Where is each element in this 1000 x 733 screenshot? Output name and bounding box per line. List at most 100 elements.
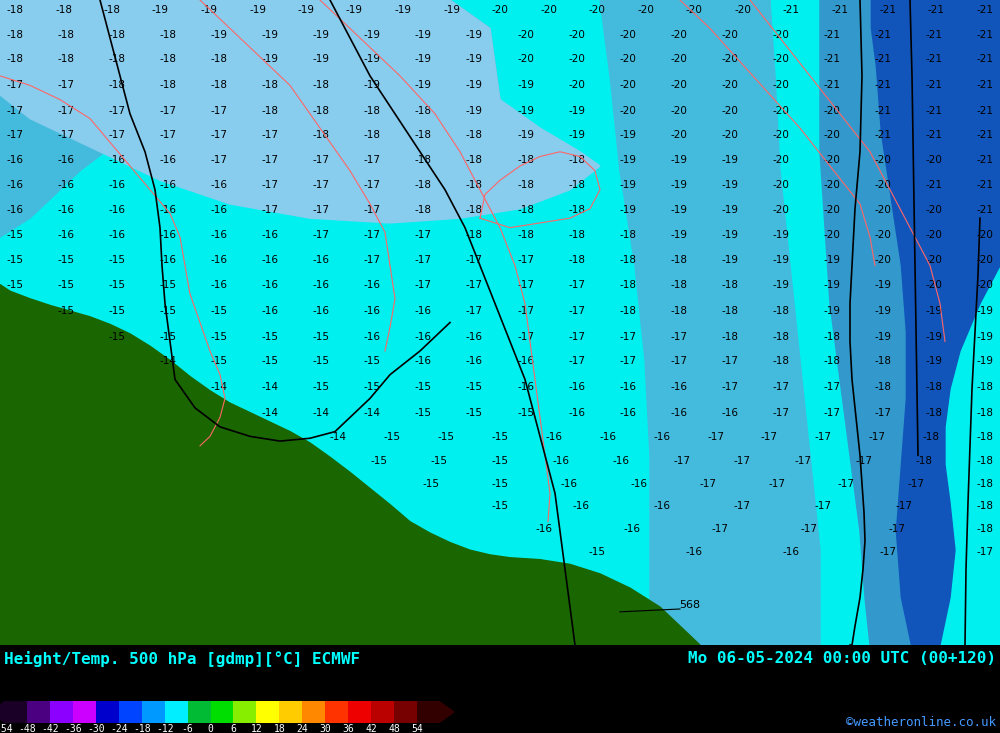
Text: -18: -18 (415, 205, 432, 215)
Text: -16: -16 (630, 479, 647, 489)
Text: -36: -36 (64, 724, 82, 733)
Text: -16: -16 (160, 180, 177, 190)
Text: -20: -20 (721, 31, 738, 40)
Text: -16: -16 (599, 432, 616, 442)
Text: -16: -16 (517, 356, 534, 366)
Text: -15: -15 (466, 408, 483, 418)
Text: -16: -16 (568, 382, 585, 392)
Text: -16: -16 (572, 501, 589, 512)
Text: -16: -16 (415, 356, 432, 366)
Text: -20: -20 (977, 255, 993, 265)
Text: -21: -21 (874, 31, 891, 40)
Text: 6: 6 (231, 724, 236, 733)
Text: 0: 0 (208, 724, 213, 733)
Text: -16: -16 (211, 180, 228, 190)
Text: -19: -19 (415, 54, 432, 65)
Text: -17: -17 (838, 479, 855, 489)
Text: -19: -19 (152, 4, 169, 15)
Text: -18: -18 (568, 180, 585, 190)
Text: -19: -19 (670, 230, 687, 240)
Text: -18: -18 (55, 4, 72, 15)
Text: -20: -20 (589, 4, 605, 15)
Text: -18: -18 (415, 180, 432, 190)
Polygon shape (0, 284, 700, 645)
Text: -18: -18 (874, 356, 891, 366)
Text: -18: -18 (772, 306, 789, 316)
Text: -15: -15 (466, 382, 483, 392)
Text: -19: -19 (466, 54, 483, 65)
Text: -18: -18 (211, 54, 228, 65)
Bar (211, 701, 233, 723)
Text: ©weatheronline.co.uk: ©weatheronline.co.uk (846, 716, 996, 729)
Text: -15: -15 (211, 332, 228, 342)
Text: -17: -17 (211, 106, 228, 116)
Text: -20: -20 (772, 106, 789, 116)
Text: -19: -19 (619, 180, 636, 190)
Bar (233, 701, 256, 723)
Text: -17: -17 (7, 106, 24, 116)
Text: -19: -19 (721, 180, 738, 190)
Text: -15: -15 (517, 408, 534, 418)
Text: -20: -20 (670, 80, 687, 90)
Text: -17: -17 (907, 479, 924, 489)
Text: -17: -17 (568, 332, 585, 342)
Text: -17: -17 (869, 432, 886, 442)
Bar (27, 701, 50, 723)
Text: -19: -19 (249, 4, 266, 15)
Text: -16: -16 (466, 332, 483, 342)
Text: -19: -19 (313, 31, 330, 40)
Text: -20: -20 (926, 155, 942, 165)
Text: -17: -17 (874, 408, 891, 418)
Text: -15: -15 (7, 230, 24, 240)
Text: -16: -16 (58, 230, 75, 240)
Text: -16: -16 (7, 205, 24, 215)
Text: -16: -16 (109, 155, 126, 165)
Text: -15: -15 (211, 306, 228, 316)
Text: -20: -20 (823, 180, 840, 190)
Text: -18: -18 (313, 106, 330, 116)
Text: -14: -14 (160, 356, 177, 366)
Text: -18: -18 (313, 80, 330, 90)
Text: -20: -20 (670, 31, 687, 40)
Text: -18: -18 (976, 432, 994, 442)
Text: -19: -19 (823, 280, 840, 290)
Text: -16: -16 (517, 382, 534, 392)
Text: -19: -19 (976, 332, 994, 342)
Text: -21: -21 (976, 130, 994, 141)
Text: -19: -19 (721, 155, 738, 165)
Text: -19: -19 (262, 31, 279, 40)
Text: -18: -18 (7, 31, 24, 40)
Text: -16: -16 (211, 255, 228, 265)
Text: -15: -15 (370, 456, 387, 466)
Text: -19: -19 (415, 80, 432, 90)
Text: -6: -6 (182, 724, 193, 733)
Text: 54: 54 (411, 724, 423, 733)
Text: -54: -54 (0, 724, 13, 733)
Text: -16: -16 (686, 547, 702, 556)
Text: -17: -17 (160, 106, 177, 116)
Bar (73, 701, 96, 723)
Text: -17: -17 (880, 547, 896, 556)
Text: -17: -17 (262, 180, 279, 190)
Text: -15: -15 (58, 255, 75, 265)
Text: -14: -14 (313, 408, 330, 418)
Text: -15: -15 (431, 456, 448, 466)
Text: -19: -19 (364, 31, 381, 40)
Text: -19: -19 (568, 106, 585, 116)
Text: -20: -20 (772, 155, 789, 165)
Text: -20: -20 (772, 80, 789, 90)
Text: -16: -16 (364, 332, 381, 342)
Text: -16: -16 (262, 230, 279, 240)
Text: -15: -15 (160, 280, 177, 290)
Text: -16: -16 (624, 524, 641, 534)
Text: -20: -20 (721, 54, 738, 65)
Bar (256, 701, 279, 723)
Text: -20: -20 (721, 80, 738, 90)
Text: -15: -15 (58, 306, 75, 316)
Text: -17: -17 (364, 180, 381, 190)
Text: -19: -19 (925, 306, 942, 316)
Text: -20: -20 (619, 54, 636, 65)
Text: -16: -16 (160, 205, 177, 215)
Text: -21: -21 (925, 180, 942, 190)
Text: -16: -16 (670, 382, 687, 392)
